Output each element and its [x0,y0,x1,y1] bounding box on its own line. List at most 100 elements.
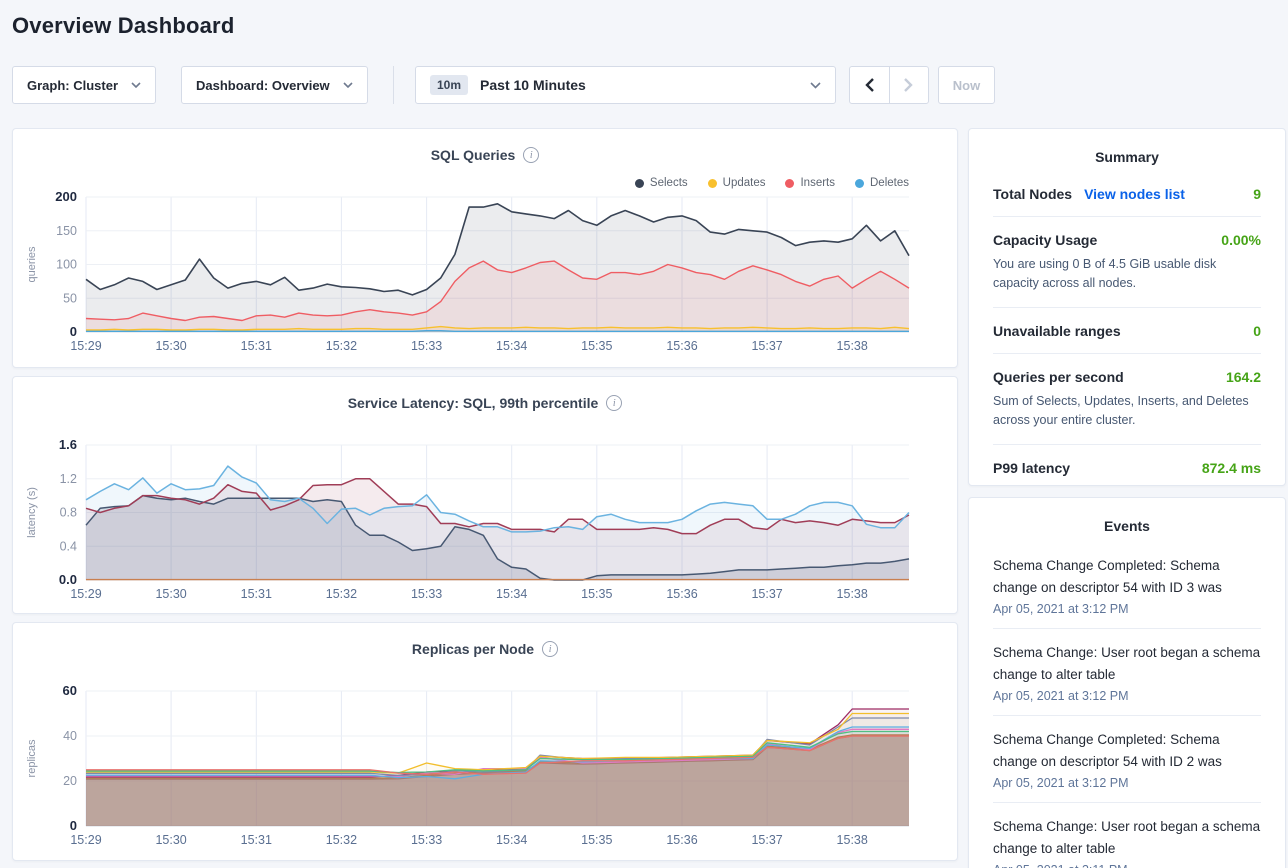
events-title: Events [1104,518,1150,534]
svg-text:15:29: 15:29 [70,833,101,847]
svg-text:15:37: 15:37 [751,339,782,353]
now-button[interactable]: Now [938,66,995,104]
svg-text:15:33: 15:33 [411,587,442,601]
event-timestamp: Apr 05, 2021 at 3:12 PM [993,689,1129,703]
svg-text:40: 40 [63,729,77,743]
time-step-buttons [849,66,929,104]
event-text: Schema Change Completed: Schema change o… [993,732,1222,769]
svg-text:15:37: 15:37 [751,833,782,847]
svg-text:queries: queries [26,246,38,283]
svg-text:15:38: 15:38 [837,833,868,847]
event-timestamp: Apr 05, 2021 at 3:12 PM [993,602,1129,616]
legend-dot [634,178,644,188]
event-text: Schema Change: User root began a schema … [993,819,1261,856]
chevron-down-icon [810,81,821,89]
event-item: Schema Change: User root began a schema … [993,802,1261,868]
event-item: Schema Change Completed: Schema change o… [993,542,1261,628]
service-latency-chart[interactable]: 0.0 0.4 0.8 1.2 1.6 15:29 15:30 15:31 15:32 15:33… [13,433,959,613]
page-title: Overview Dashboard [12,13,235,38]
legend-item-selects: Selects [634,177,688,189]
svg-text:60: 60 [63,683,77,698]
summary-row-unavailable-ranges: Unavailable ranges 0 [993,307,1261,353]
view-nodes-list-link[interactable]: View nodes list [1084,186,1185,202]
replicas-per-node-chart[interactable]: 0 20 40 60 15:29 15:30 15:31 15:32 15:33 15:34 15:… [13,679,959,859]
summary-row-total-nodes: Total Nodes View nodes list 9 [993,171,1261,216]
svg-text:15:32: 15:32 [326,833,357,847]
svg-text:200: 200 [55,189,77,204]
svg-text:15:30: 15:30 [155,833,186,847]
event-text: Schema Change: User root began a schema … [993,645,1261,682]
info-icon[interactable]: i [542,641,559,657]
svg-text:15:30: 15:30 [155,587,186,601]
chart-title: Replicas per Node i [412,641,559,657]
events-panel: Events Schema Change Completed: Schema c… [968,497,1286,868]
svg-text:15:36: 15:36 [666,833,697,847]
summary-label: Unavailable ranges [993,323,1121,339]
svg-text:1.2: 1.2 [60,472,77,486]
event-text: Schema Change Completed: Schema change o… [993,558,1222,595]
summary-row-queries-per-second: Queries per second 164.2 Sum of Selects,… [993,353,1261,444]
summary-value: 0.00% [1221,232,1261,248]
svg-text:15:33: 15:33 [411,339,442,353]
event-timestamp: Apr 05, 2021 at 3:11 PM [993,863,1261,868]
summary-value: 872.4 ms [1201,460,1261,476]
info-icon[interactable]: i [523,147,540,163]
svg-text:100: 100 [56,258,77,272]
graph-dropdown[interactable]: Graph: Cluster [12,66,156,104]
svg-text:150: 150 [56,224,77,238]
legend-item-deletes: Deletes [855,177,909,189]
svg-text:latency (s): latency (s) [26,487,38,538]
previous-time-button[interactable] [850,67,889,103]
chart-legend: Selects Updates Inserts Deletes [634,177,909,189]
time-range-badge: 10m [430,75,469,95]
replicas-per-node-chart-panel: Replicas per Node i 0 20 40 60 15:29 15:30 15:3… [12,622,958,861]
info-icon[interactable]: i [606,395,623,411]
chevron-down-icon [343,82,353,88]
summary-value: 0 [1253,323,1261,339]
legend-item-updates: Updates [707,177,765,189]
svg-text:15:32: 15:32 [326,587,357,601]
svg-text:0: 0 [70,818,77,833]
legend-dot [855,178,864,188]
svg-text:0.8: 0.8 [60,506,77,520]
svg-text:1.6: 1.6 [59,437,77,452]
svg-text:15:34: 15:34 [496,833,527,847]
svg-text:15:31: 15:31 [241,587,272,601]
summary-row-capacity-usage: Capacity Usage 0.00% You are using 0 B o… [993,216,1261,307]
svg-text:0: 0 [70,324,77,339]
event-item: Schema Change Completed: Schema change o… [993,715,1261,802]
svg-text:15:32: 15:32 [326,339,357,353]
svg-text:15:30: 15:30 [155,339,186,353]
summary-label: Capacity Usage [993,232,1098,248]
legend-dot [707,178,717,188]
summary-label: P99 latency [993,460,1071,476]
event-timestamp: Apr 05, 2021 at 3:12 PM [993,776,1129,790]
svg-text:15:34: 15:34 [496,587,527,601]
summary-label: Queries per second [993,369,1124,385]
svg-text:15:35: 15:35 [581,587,612,601]
time-range-label: Past 10 Minutes [480,77,586,93]
chart-title: Service Latency: SQL, 99th percentile i [348,395,623,411]
toolbar-divider [393,66,394,104]
svg-text:15:35: 15:35 [581,833,612,847]
svg-text:15:38: 15:38 [837,587,868,601]
sql-queries-chart[interactable]: 0 50 100 150 200 15:29 15:30 15:31 15:32 15:33 15:… [13,185,959,365]
svg-text:15:36: 15:36 [666,587,697,601]
legend-dot [785,178,795,188]
event-item: Schema Change: User root began a schema … [993,628,1261,715]
svg-text:15:29: 15:29 [70,587,101,601]
svg-text:0.4: 0.4 [60,539,77,553]
svg-text:15:35: 15:35 [581,339,612,353]
svg-text:15:38: 15:38 [837,339,868,353]
svg-text:15:33: 15:33 [411,833,442,847]
dashboard-dropdown-label: Dashboard: Overview [196,77,330,93]
time-range-selector[interactable]: 10m Past 10 Minutes [415,66,836,104]
svg-text:0.0: 0.0 [59,572,77,587]
summary-label: Total Nodes [993,186,1073,202]
chart-title: SQL Queries i [431,147,540,163]
dashboard-dropdown[interactable]: Dashboard: Overview [181,66,368,104]
legend-item-inserts: Inserts [785,177,835,189]
next-time-button[interactable] [888,67,928,103]
svg-text:50: 50 [63,291,77,305]
svg-text:15:31: 15:31 [241,833,272,847]
